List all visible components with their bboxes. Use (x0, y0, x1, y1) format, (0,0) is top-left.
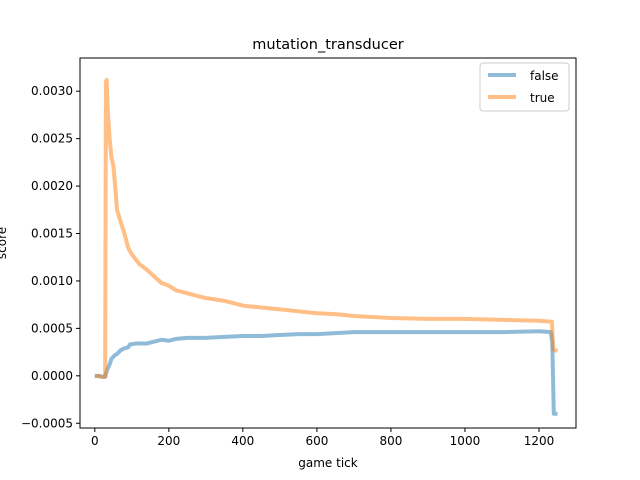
y-axis-label: score (0, 227, 9, 259)
axes-frame (79, 57, 577, 429)
series-line-true (94, 77, 559, 379)
series-line-false (94, 329, 558, 416)
x-tick-label: 1200 (524, 434, 555, 448)
y-tick-label: 0.0025 (31, 132, 73, 146)
y-tick-label: −0.0005 (21, 416, 73, 430)
y-tick-label: 0.0010 (31, 274, 73, 288)
legend-label-true: true (530, 91, 555, 105)
legend-label-false: false (530, 69, 559, 83)
y-tick-label: 0.0020 (31, 179, 73, 193)
legend: false true (479, 62, 570, 112)
x-tick-label: 0 (91, 434, 99, 448)
x-axis-label: game tick (298, 456, 357, 470)
plot-area (94, 77, 559, 416)
x-tick-label: 400 (231, 434, 254, 448)
x-tick-label: 800 (379, 434, 402, 448)
x-tick-label: 600 (305, 434, 328, 448)
x-tick-label: 200 (157, 434, 180, 448)
y-tick-label: 0.0030 (31, 84, 73, 98)
x-axis: 0 200 400 600 800 1000 1200 (91, 428, 554, 448)
y-tick-label: 0.0005 (31, 321, 73, 335)
chart-title: mutation_transducer (252, 37, 403, 53)
y-tick-label: 0.0000 (31, 369, 73, 383)
y-axis: −0.0005 0.0000 0.0005 0.0010 0.0015 0.0020 0.0… (21, 84, 80, 430)
y-tick-label: 0.0015 (31, 227, 73, 241)
x-tick-label: 1000 (450, 434, 481, 448)
